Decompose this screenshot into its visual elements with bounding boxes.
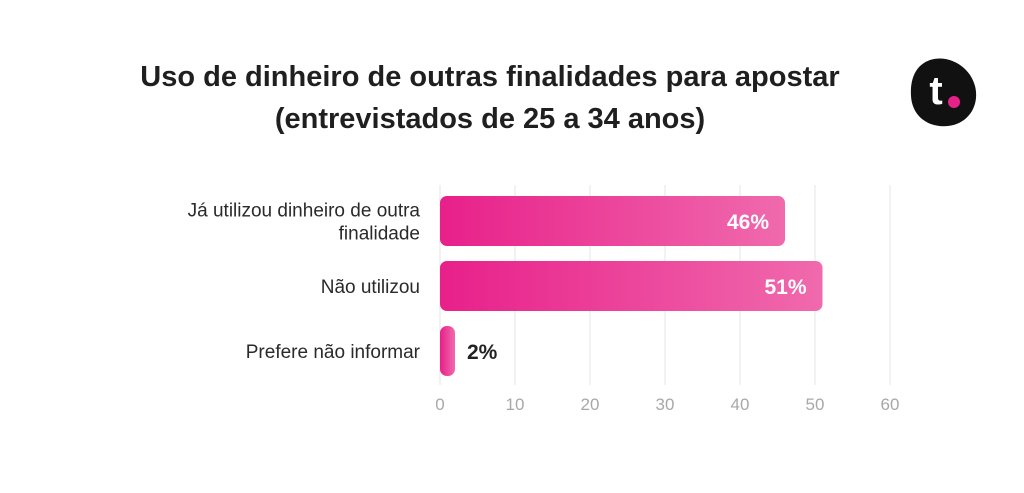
logo-blob-shape <box>910 58 977 127</box>
x-tick-label: 60 <box>881 395 900 414</box>
x-tick-label: 30 <box>656 395 675 414</box>
data-label: 46% <box>727 211 769 234</box>
chart-title-line-2: (entrevistados de 25 a 34 anos) <box>274 103 706 135</box>
bar <box>440 196 785 246</box>
x-axis-ticks: 0 10 20 30 40 50 60 <box>435 395 899 414</box>
chart-title: Uso de dinheiro de outras finalidades pa… <box>40 56 940 140</box>
logo-letter: t <box>929 69 942 113</box>
bar <box>440 326 455 376</box>
x-tick-label: 40 <box>731 395 750 414</box>
x-tick-label: 50 <box>806 395 825 414</box>
logo-dot-icon <box>948 96 960 108</box>
x-tick-label: 0 <box>435 395 444 414</box>
x-tick-label: 20 <box>581 395 600 414</box>
data-label: 2% <box>467 341 498 364</box>
brand-logo: t <box>910 58 977 127</box>
category-labels: Já utilizou dinheiro de outra finalidade N… <box>188 201 421 364</box>
category-label: Prefere não informar <box>246 342 421 363</box>
data-label: 51% <box>764 276 806 299</box>
bars: 46% 51% 2% <box>440 196 823 376</box>
category-label: Não utilizou <box>321 277 420 298</box>
category-label: Já utilizou dinheiro de outra finalidade <box>188 201 421 245</box>
chart-title-line-1: Uso de dinheiro de outras finalidades pa… <box>140 61 840 93</box>
x-tick-label: 10 <box>506 395 525 414</box>
bar <box>440 261 823 311</box>
